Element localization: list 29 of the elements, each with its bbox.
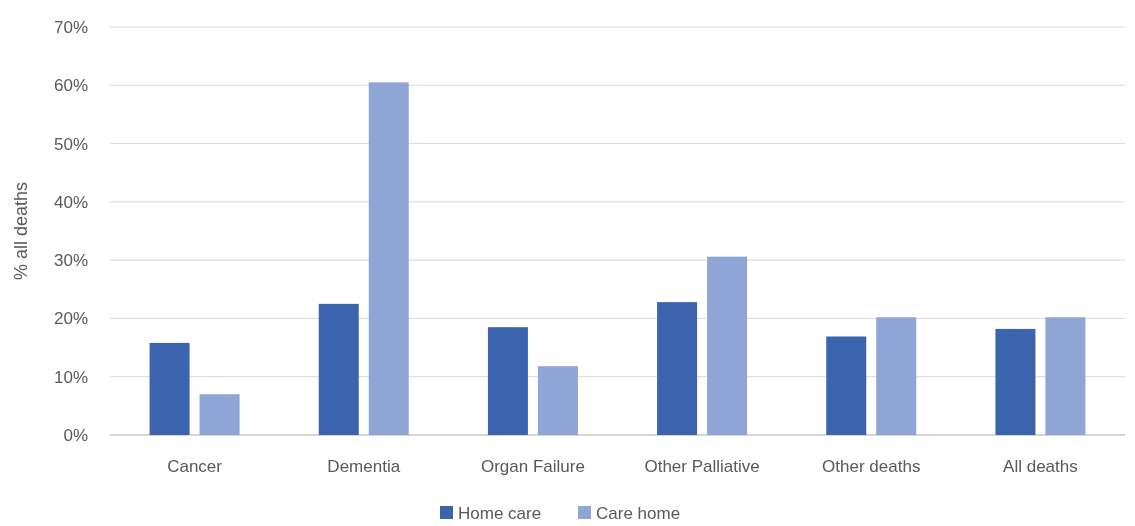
bar [995, 328, 1036, 435]
y-tick-label: 10% [53, 367, 88, 387]
x-tick-label: All deaths [1003, 457, 1078, 476]
y-tick-label: 60% [53, 76, 88, 96]
bar [537, 366, 578, 435]
y-axis-title: % all deaths [11, 181, 31, 281]
y-tick-label: 20% [53, 309, 88, 329]
x-tick-label: Other deaths [822, 457, 921, 476]
y-tick-label: 70% [53, 17, 88, 37]
legend-label: Home care [458, 504, 542, 523]
x-tick-label: Cancer [167, 457, 223, 476]
y-tick-label: 50% [53, 134, 88, 154]
bar [318, 303, 359, 435]
bar [707, 256, 748, 435]
x-tick-label: Organ Failure [480, 457, 585, 476]
bar [876, 317, 917, 435]
bar [657, 302, 698, 435]
bar [149, 342, 190, 435]
y-tick-label: 30% [53, 251, 88, 271]
bar [487, 327, 528, 435]
x-tick-label: Dementia [327, 457, 401, 476]
bar [1045, 317, 1086, 435]
y-tick-label: 0% [63, 425, 88, 445]
legend-label: Care home [596, 504, 681, 523]
bar [368, 82, 409, 435]
bar [199, 394, 240, 435]
y-tick-label: 40% [53, 192, 88, 212]
bar [826, 336, 867, 435]
x-tick-label: Other Palliative [644, 457, 760, 476]
